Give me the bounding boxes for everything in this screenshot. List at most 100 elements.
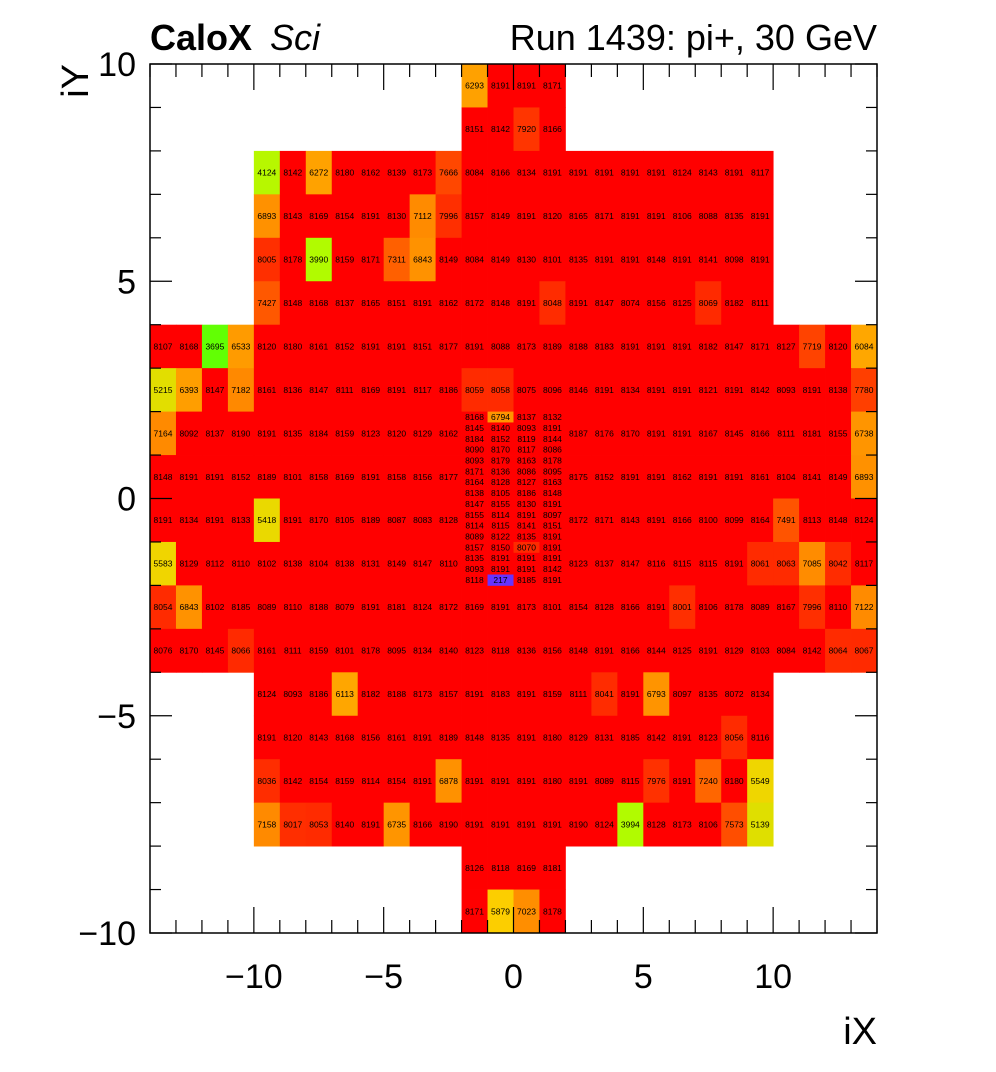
heatmap-fine-cell-label: 8122 bbox=[491, 532, 510, 542]
heatmap-cell bbox=[383, 281, 411, 326]
heatmap-cell bbox=[695, 672, 722, 717]
heatmap-fine-cell-label: 8114 bbox=[465, 521, 484, 531]
heatmap-cell-label: 8184 bbox=[309, 428, 328, 438]
heatmap-cell bbox=[357, 585, 385, 630]
heatmap-cell bbox=[383, 585, 411, 630]
heatmap-cell bbox=[617, 411, 644, 456]
x-tick-label: 5 bbox=[634, 958, 653, 996]
heatmap-cell-label: 8191 bbox=[647, 602, 666, 612]
heatmap-cell-label: 6393 bbox=[179, 385, 198, 395]
heatmap-cell bbox=[617, 368, 644, 412]
heatmap-cell-label: 8191 bbox=[673, 776, 692, 786]
heatmap-cell bbox=[435, 672, 462, 717]
heatmap-cell bbox=[773, 411, 800, 456]
heatmap-cell-label: 8134 bbox=[413, 646, 432, 656]
heatmap-cell bbox=[201, 541, 229, 586]
heatmap-cell-label: 8191 bbox=[465, 341, 484, 351]
heatmap-cell bbox=[617, 194, 644, 239]
heatmap-cell-label: 8183 bbox=[595, 341, 614, 351]
heatmap-cell bbox=[747, 715, 774, 760]
heatmap-cell bbox=[773, 324, 800, 369]
heatmap-cell-label: 8191 bbox=[361, 472, 380, 482]
heatmap-cell-label: 8190 bbox=[439, 819, 458, 829]
heatmap-cell bbox=[643, 411, 670, 456]
heatmap-cell-label: 8124 bbox=[673, 168, 692, 178]
heatmap-cell bbox=[435, 628, 462, 673]
heatmap-cell-label: 8148 bbox=[283, 298, 302, 308]
heatmap-cell bbox=[747, 194, 774, 239]
heatmap-cell-label: 8146 bbox=[569, 385, 588, 395]
heatmap-cell-label: 8135 bbox=[283, 428, 302, 438]
heatmap-cell bbox=[591, 324, 618, 369]
heatmap-cell-label: 8191 bbox=[465, 776, 484, 786]
heatmap-cell-label: 8129 bbox=[725, 646, 744, 656]
heatmap-cell-label: 8064 bbox=[829, 646, 848, 656]
heatmap-cell-label: 8092 bbox=[179, 428, 198, 438]
heatmap-fine-cell-label: 217 bbox=[493, 575, 507, 585]
heatmap-cell-label: 8177 bbox=[439, 341, 458, 351]
heatmap-cell bbox=[773, 541, 800, 586]
heatmap-cell bbox=[253, 237, 281, 282]
heatmap-cell bbox=[279, 411, 307, 456]
heatmap-cell-label: 8128 bbox=[439, 515, 458, 525]
heatmap-cell-label: 8142 bbox=[491, 124, 510, 134]
heatmap-cell bbox=[565, 585, 592, 630]
heatmap-cell-label: 8001 bbox=[673, 602, 692, 612]
heatmap-fine-cell bbox=[539, 411, 566, 423]
heatmap-cell-label: 5139 bbox=[751, 819, 770, 829]
heatmap-cell-label: 8120 bbox=[387, 428, 406, 438]
heatmap-cell-label: 8137 bbox=[595, 559, 614, 569]
heatmap-cell-label: 8168 bbox=[335, 732, 354, 742]
heatmap-cell-label: 8162 bbox=[673, 472, 692, 482]
heatmap-cell-label: 8190 bbox=[231, 428, 250, 438]
heatmap-cell-label: 8066 bbox=[231, 646, 250, 656]
heatmap-fine-cell bbox=[513, 541, 540, 554]
heatmap-cell bbox=[513, 585, 540, 630]
heatmap-cell-label: 8117 bbox=[751, 168, 770, 178]
heatmap-cell bbox=[643, 324, 670, 369]
heatmap-cell bbox=[435, 498, 462, 543]
heatmap-cell-label: 8041 bbox=[595, 689, 614, 699]
heatmap-cell bbox=[305, 324, 333, 369]
heatmap-fine-cell bbox=[539, 563, 566, 575]
heatmap-cell bbox=[669, 150, 696, 195]
x-tick-label: 0 bbox=[504, 958, 523, 996]
heatmap-cell-label: 8104 bbox=[777, 472, 796, 482]
heatmap-cell bbox=[331, 802, 359, 847]
heatmap-cell bbox=[747, 455, 774, 499]
heatmap-cell bbox=[435, 759, 462, 804]
heatmap-cell-label: 8191 bbox=[621, 689, 640, 699]
heatmap-fine-cell-label: 8137 bbox=[517, 412, 536, 422]
heatmap-cell bbox=[539, 237, 566, 282]
heatmap-cell-label: 8147 bbox=[621, 559, 640, 569]
heatmap-cell-label: 8172 bbox=[569, 515, 588, 525]
heatmap-cell bbox=[227, 411, 255, 456]
heatmap-cell-label: 8104 bbox=[309, 559, 328, 569]
heatmap-cell-label: 8191 bbox=[621, 341, 640, 351]
heatmap-fine-cell bbox=[487, 411, 514, 423]
heatmap-cell-label: 6793 bbox=[647, 689, 666, 699]
heatmap-cell bbox=[643, 715, 670, 760]
heatmap-fine-cell bbox=[461, 465, 488, 478]
heatmap-cell bbox=[487, 64, 514, 108]
heatmap-cell-label: 8121 bbox=[699, 385, 718, 395]
heatmap-cell-label: 8152 bbox=[335, 341, 354, 351]
heatmap-cell-label: 8140 bbox=[439, 646, 458, 656]
heatmap-cell bbox=[539, 846, 566, 890]
heatmap-cell bbox=[825, 585, 852, 630]
heatmap-cell bbox=[435, 237, 462, 282]
heatmap-cell bbox=[305, 368, 333, 412]
heatmap-cell bbox=[513, 237, 540, 282]
heatmap-cell bbox=[175, 585, 203, 630]
heatmap-cell bbox=[357, 281, 385, 326]
heatmap-cell-label: 8191 bbox=[725, 385, 744, 395]
heatmap-fine-cell bbox=[539, 465, 566, 478]
heatmap-cell bbox=[721, 455, 748, 499]
heatmap-cell-label: 8159 bbox=[335, 428, 354, 438]
heatmap-cell-label: 8089 bbox=[595, 776, 614, 786]
heatmap-cell-label: 8135 bbox=[569, 255, 588, 265]
heatmap-cell bbox=[695, 541, 722, 586]
heatmap-fine-cell bbox=[539, 531, 566, 543]
heatmap-cell-label: 8169 bbox=[465, 602, 484, 612]
heatmap-cell bbox=[175, 368, 203, 412]
